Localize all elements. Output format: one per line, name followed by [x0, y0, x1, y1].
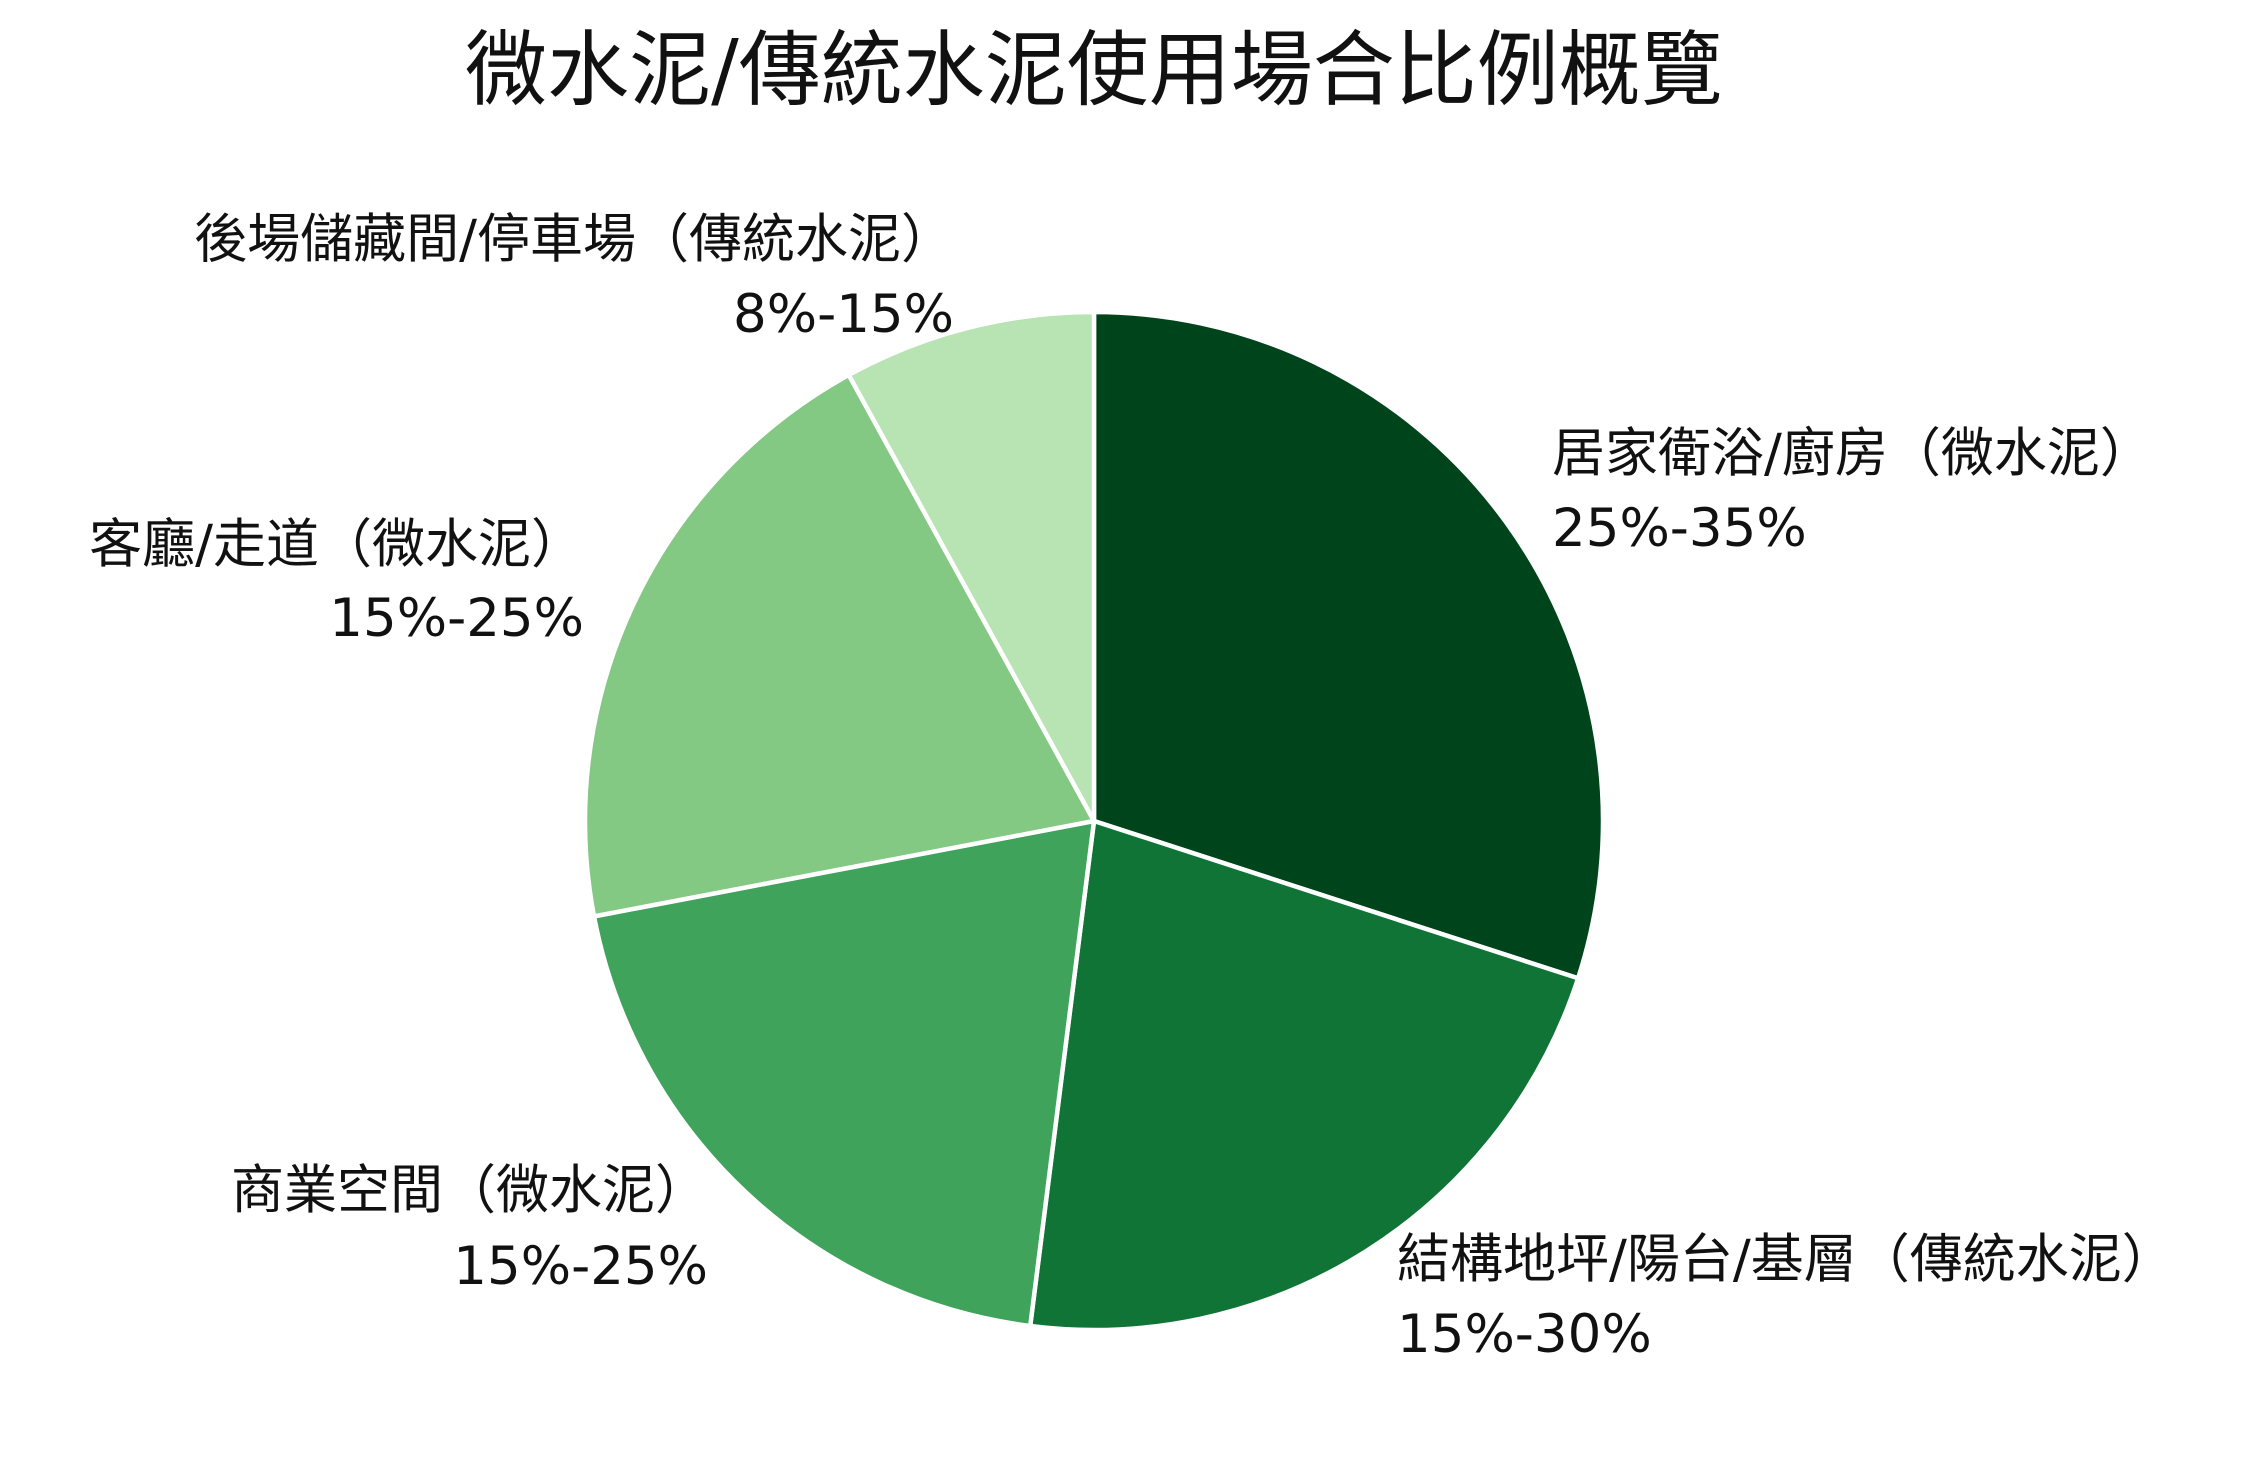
slice-label-range-5: 8%-15%	[733, 284, 954, 345]
slice-label-category-4: 客廳/走道（微水泥）	[89, 514, 584, 575]
slice-label-category-5: 後場儲藏間/停車場（傳統水泥）	[194, 209, 954, 270]
slice-label-range-1: 25%-35%	[1552, 498, 1807, 559]
slice-label-range-3: 15%-25%	[453, 1236, 708, 1297]
slice-label-category-3: 商業空間（微水泥）	[231, 1160, 708, 1221]
pie-slice-1	[1091, 309, 1606, 981]
pie-slice-3	[591, 818, 1097, 1329]
slice-label-range-2: 15%-30%	[1397, 1304, 1652, 1365]
slice-label-range-4: 15%-25%	[329, 588, 584, 649]
pie-slices	[582, 309, 1606, 1333]
slice-label-category-1: 居家衛浴/廚房（微水泥）	[1552, 423, 2153, 484]
pie-slice-2	[1027, 818, 1581, 1333]
slice-label-category-2: 結構地坪/陽台/基層（傳統水泥）	[1397, 1229, 2175, 1290]
pie-slice-5	[846, 309, 1097, 824]
pie-slice-4	[582, 372, 1097, 919]
chart-title: 微水泥/傳統水泥使用場合比例概覽	[465, 23, 1723, 118]
